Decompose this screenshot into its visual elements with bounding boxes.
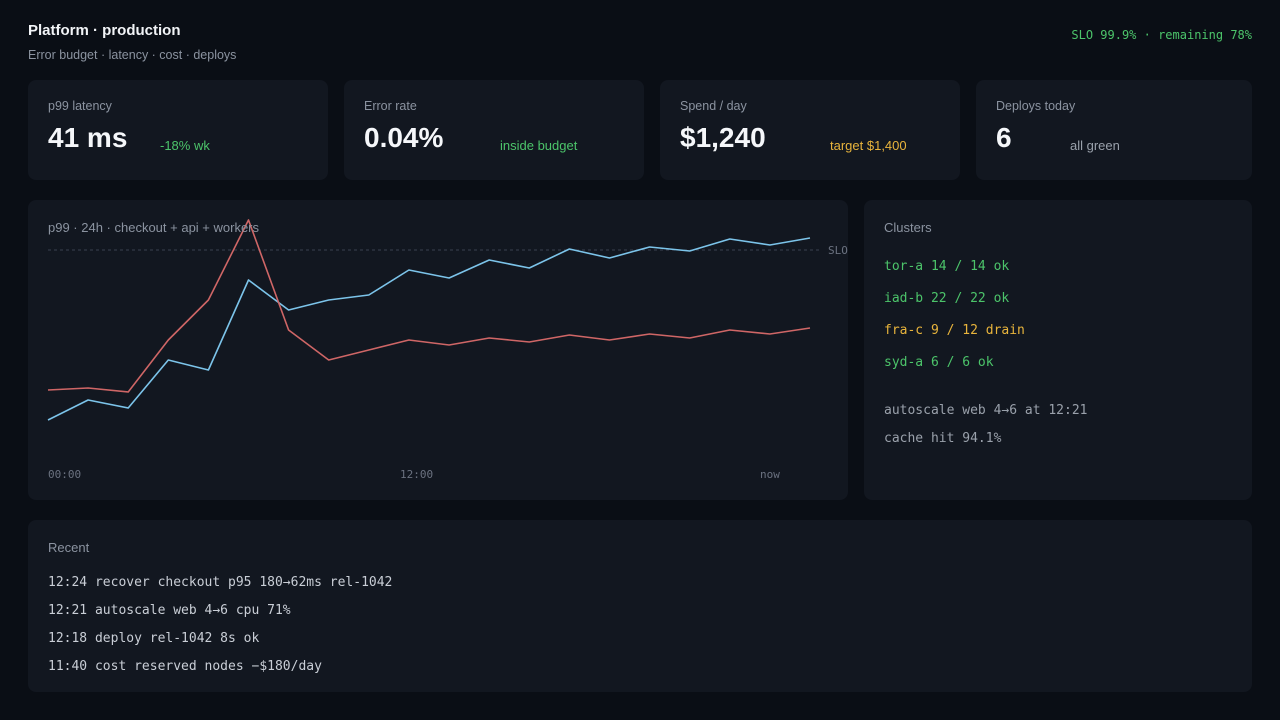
slo-status: SLO 99.9% · remaining 78%: [1071, 28, 1252, 42]
kpi-value: $1,240: [680, 122, 766, 153]
kpi-label: Error rate: [364, 99, 417, 113]
cluster-item[interactable]: fra-c 9 / 12 drain: [884, 323, 1025, 338]
cluster-notes: autoscale web 4→6 at 12:21 cache hit 94.…: [884, 403, 1088, 459]
recent-item[interactable]: 12:24 recover checkout p95 180→62ms rel-…: [48, 575, 393, 590]
series-line-1: [47, 219, 811, 393]
kpi-label: Spend / day: [680, 99, 747, 113]
kpi-card-deploys-today[interactable]: Deploys today 6 all green: [976, 80, 1252, 180]
recent-list: 12:24 recover checkout p95 180→62ms rel-…: [48, 575, 392, 687]
kpi-card-p99-latency[interactable]: p99 latency 41 ms -18% wk: [28, 80, 328, 180]
cluster-list: tor-a 14 / 14 ok iad-b 22 / 22 ok fra-c …: [884, 259, 1025, 387]
cluster-item[interactable]: syd-a 6 / 6 ok: [884, 355, 994, 370]
kpi-value: 0.04%: [364, 122, 444, 153]
chart-title: p99 · 24h · checkout + api + workers: [48, 220, 260, 235]
clusters-card: Clusters tor-a 14 / 14 ok iad-b 22 / 22 …: [864, 200, 1252, 500]
kpi-label: p99 latency: [48, 99, 112, 113]
recent-item[interactable]: 11:40 cost reserved nodes −$180/day: [48, 659, 322, 674]
latency-chart: SLO 00:00 12:00 now: [47, 219, 848, 481]
page-subtitle: Error budget · latency · cost · deploys: [28, 48, 237, 62]
kpi-note: -18% wk: [160, 138, 210, 153]
cluster-item[interactable]: tor-a 14 / 14 ok: [884, 259, 1010, 274]
slo-reference-label: SLO: [828, 244, 848, 257]
series-layer: [47, 219, 811, 421]
kpi-note: all green: [1070, 138, 1120, 153]
cluster-note: cache hit 94.1%: [884, 431, 1002, 446]
clusters-heading: Clusters: [884, 220, 932, 235]
kpi-label: Deploys today: [996, 99, 1076, 113]
recent-card: Recent 12:24 recover checkout p95 180→62…: [28, 520, 1252, 692]
x-tick-label: 12:00: [400, 468, 433, 481]
recent-item[interactable]: 12:18 deploy rel-1042 8s ok: [48, 631, 260, 646]
recent-item[interactable]: 12:21 autoscale web 4→6 cpu 71%: [48, 603, 291, 618]
kpi-card-spend-per-day[interactable]: Spend / day $1,240 target $1,400: [660, 80, 960, 180]
kpi-note: target $1,400: [830, 138, 907, 153]
series-line-0: [47, 237, 811, 421]
kpi-card-error-rate[interactable]: Error rate 0.04% inside budget: [344, 80, 644, 180]
kpi-value: 6: [996, 122, 1012, 153]
recent-heading: Recent: [48, 540, 90, 555]
cluster-note: autoscale web 4→6 at 12:21: [884, 403, 1088, 418]
latency-chart-card: SLO 00:00 12:00 now p99 · 24h · checkout…: [28, 200, 848, 500]
x-tick-label: 00:00: [48, 468, 81, 481]
kpi-note: inside budget: [500, 138, 578, 153]
cluster-item[interactable]: iad-b 22 / 22 ok: [884, 291, 1010, 306]
kpi-value: 41 ms: [48, 122, 128, 153]
x-tick-label: now: [760, 468, 780, 481]
page-title: Platform · production: [28, 22, 181, 39]
page-header: Platform · production Error budget · lat…: [28, 22, 236, 62]
